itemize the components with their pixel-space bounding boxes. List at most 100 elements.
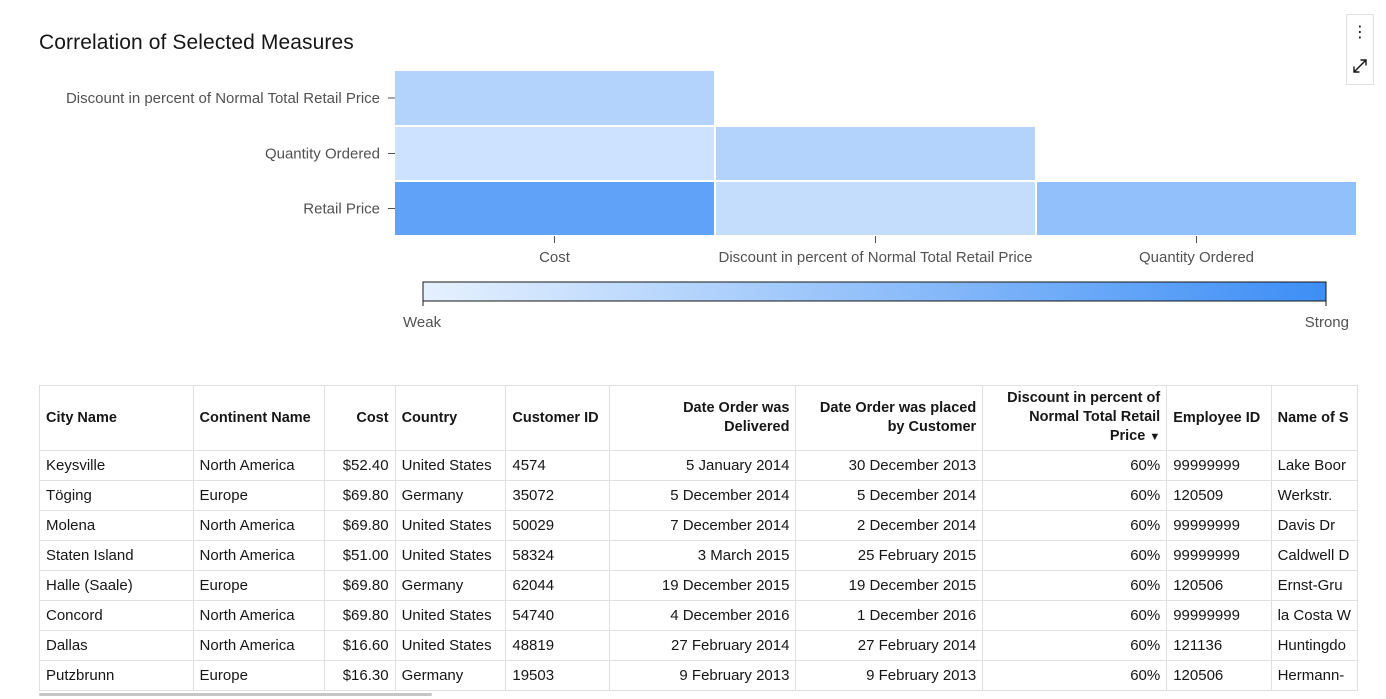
table-cell: United States: [394, 600, 507, 631]
column-header-label: Country: [401, 409, 458, 426]
table-cell: $69.80: [323, 510, 396, 541]
column-header[interactable]: Name of S: [1270, 385, 1358, 451]
table-cell: 60%: [982, 660, 1168, 691]
table-row[interactable]: Staten Island North America $51.00 United S…: [39, 540, 1358, 571]
table-cell: 60%: [982, 540, 1168, 571]
heatmap-cell[interactable]: [716, 182, 1035, 235]
table-cell: North America: [192, 510, 325, 541]
table-cell: 60%: [982, 630, 1168, 661]
table-cell: 48819: [505, 630, 610, 661]
y-tick-label: Quantity Ordered: [265, 146, 380, 163]
column-header[interactable]: Customer ID: [505, 385, 610, 451]
table-cell: Caldwell D: [1270, 540, 1358, 571]
table-cell: 30 December 2013: [795, 450, 984, 481]
table-cell: North America: [192, 450, 325, 481]
table-cell: Europe: [192, 570, 325, 601]
table-cell: United States: [394, 540, 507, 571]
heatmap-cell[interactable]: [1037, 182, 1356, 235]
table-cell: United States: [394, 510, 507, 541]
table-cell: United States: [394, 450, 507, 481]
table-cell: 4574: [505, 450, 610, 481]
column-header-label: Date Order was Delivered: [683, 400, 790, 435]
heatmap-cell[interactable]: [395, 71, 714, 125]
table-cell: 3 March 2015: [608, 540, 797, 571]
column-header[interactable]: Date Order was placed by Customer: [795, 385, 984, 451]
column-header[interactable]: Country: [394, 385, 507, 451]
data-table-container[interactable]: City Name Continent Name Cost Country Custom…: [39, 385, 1358, 699]
table-cell: 2 December 2014: [795, 510, 984, 541]
table-cell: Keysville: [39, 450, 194, 481]
y-tick-label: Retail Price: [303, 201, 380, 218]
table-cell: Concord: [39, 600, 194, 631]
table-cell: Staten Island: [39, 540, 194, 571]
correlation-heatmap: Discount in percent of Normal Total Reta…: [66, 71, 1356, 331]
color-legend-bar: [422, 281, 1327, 302]
table-cell: $16.30: [323, 660, 396, 691]
column-header[interactable]: Employee ID: [1166, 385, 1272, 451]
table-cell: 120506: [1166, 570, 1272, 601]
table-cell: 121136: [1166, 630, 1272, 661]
table-cell: 5 December 2014: [608, 480, 797, 511]
table-cell: 19 December 2015: [608, 570, 797, 601]
column-header[interactable]: Discount in percent of Normal Total Reta…: [982, 385, 1168, 451]
table-cell: 60%: [982, 600, 1168, 631]
column-header-label: City Name: [46, 409, 117, 426]
table-cell: $69.80: [323, 480, 396, 511]
overflow-menu-icon[interactable]: ⋮: [1352, 24, 1368, 41]
table-cell: 25 February 2015: [795, 540, 984, 571]
table-cell: 4 December 2016: [608, 600, 797, 631]
table-cell: 60%: [982, 450, 1168, 481]
table-cell: Molena: [39, 510, 194, 541]
column-header-label: Discount in percent of Normal Total Reta…: [1007, 390, 1161, 444]
table-row[interactable]: Putzbrunn Europe $16.30 Germany 19503 9 Febru…: [39, 660, 1358, 691]
sort-descending-icon[interactable]: ▼: [1149, 431, 1161, 443]
table-row[interactable]: Molena North America $69.80 United States 50…: [39, 510, 1358, 541]
table-cell: 60%: [982, 510, 1168, 541]
column-header-label: Cost: [356, 409, 389, 426]
table-cell: 5 January 2014: [608, 450, 797, 481]
column-header[interactable]: Continent Name: [192, 385, 325, 451]
table-cell: 1 December 2016: [795, 600, 984, 631]
table-row[interactable]: Dallas North America $16.60 United States 48…: [39, 630, 1358, 661]
table-cell: Ernst-Gru: [1270, 570, 1358, 601]
table-cell: 9 February 2013: [795, 660, 984, 691]
table-row[interactable]: Töging Europe $69.80 Germany 35072 5 December…: [39, 480, 1358, 511]
table-cell: 58324: [505, 540, 610, 571]
table-row[interactable]: Keysville North America $52.40 United State…: [39, 450, 1358, 481]
heatmap-cell[interactable]: [716, 127, 1035, 180]
table-cell: 120509: [1166, 480, 1272, 511]
table-cell: 99999999: [1166, 540, 1272, 571]
table-cell: Dallas: [39, 630, 194, 661]
table-cell: Hermann-: [1270, 660, 1358, 691]
heatmap-cell[interactable]: [395, 182, 714, 235]
chart-title: Correlation of Selected Measures: [39, 31, 354, 54]
table-cell: Europe: [192, 480, 325, 511]
table-cell: 27 February 2014: [795, 630, 984, 661]
table-row[interactable]: Concord North America $69.80 United States 5…: [39, 600, 1358, 631]
table-cell: 19503: [505, 660, 610, 691]
table-cell: 120506: [1166, 660, 1272, 691]
table-row[interactable]: Halle (Saale) Europe $69.80 Germany 62044 19 …: [39, 570, 1358, 601]
heatmap-cell[interactable]: [395, 127, 714, 180]
column-header[interactable]: City Name: [39, 385, 194, 451]
legend-min-label: Weak: [403, 314, 442, 331]
table-cell: United States: [394, 630, 507, 661]
table-cell: 5 December 2014: [795, 480, 984, 511]
maximize-icon[interactable]: [1347, 51, 1373, 81]
table-cell: 35072: [505, 480, 610, 511]
column-header[interactable]: Date Order was Delivered: [608, 385, 797, 451]
column-header-label: Continent Name: [199, 409, 311, 426]
table-cell: Germany: [394, 570, 507, 601]
column-header[interactable]: Cost: [323, 385, 396, 451]
x-tick-label: Quantity Ordered: [1139, 249, 1254, 266]
table-cell: 99999999: [1166, 600, 1272, 631]
legend-max-label: Strong: [1305, 314, 1349, 331]
table-cell: 27 February 2014: [608, 630, 797, 661]
y-tick-label: Discount in percent of Normal Total Reta…: [66, 90, 380, 107]
table-cell: 54740: [505, 600, 610, 631]
table-cell: 19 December 2015: [795, 570, 984, 601]
table-cell: Huntingdo: [1270, 630, 1358, 661]
horizontal-scrollbar[interactable]: [39, 693, 432, 696]
table-cell: $52.40: [323, 450, 396, 481]
column-header-label: Employee ID: [1173, 409, 1261, 426]
